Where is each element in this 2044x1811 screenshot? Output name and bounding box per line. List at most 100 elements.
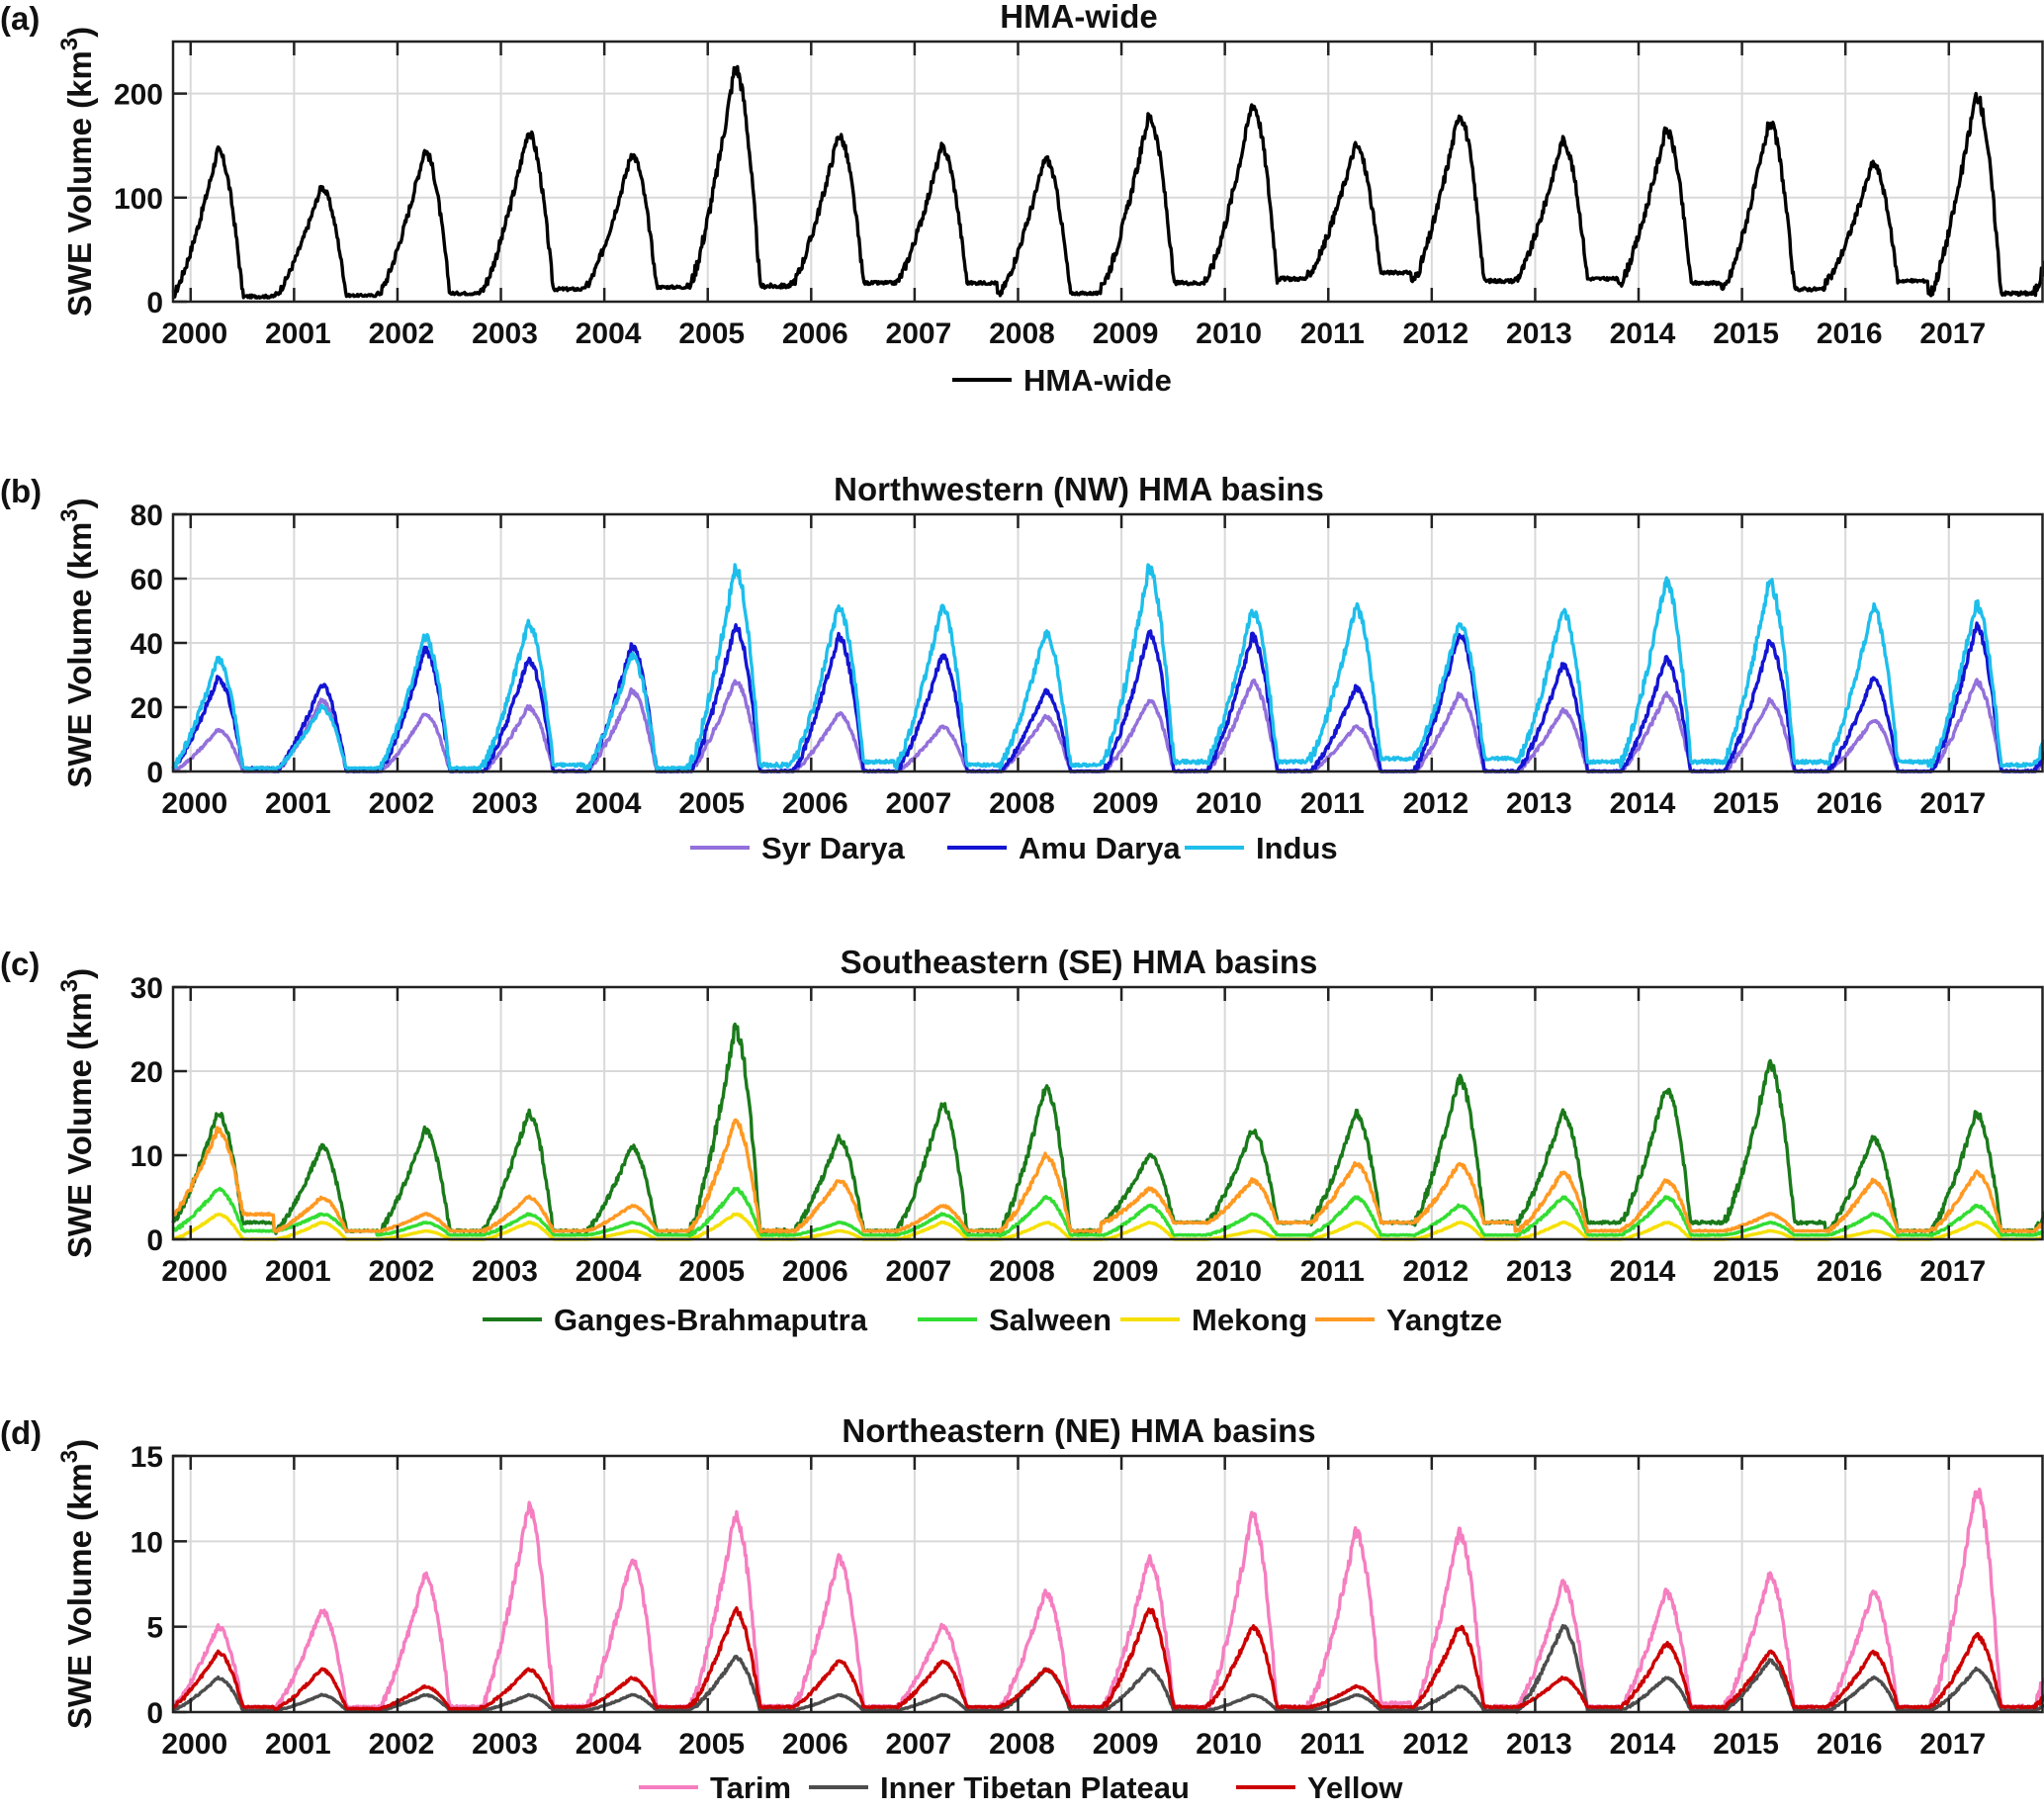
x-tick-label: 2008 xyxy=(989,317,1055,350)
series-line-indus xyxy=(172,563,2044,772)
y-tick-label: 10 xyxy=(131,1526,163,1559)
x-tick-label: 2017 xyxy=(1919,787,1986,820)
x-tick-label: 2007 xyxy=(886,317,952,350)
x-tick-label: 2015 xyxy=(1713,317,1779,350)
y-tick-label: 5 xyxy=(146,1612,163,1645)
x-tick-label: 2004 xyxy=(576,317,642,350)
x-tick-label: 2009 xyxy=(1093,1728,1159,1761)
x-tick-label: 2008 xyxy=(989,1728,1055,1761)
legend-label: Ganges-Brahmaputra xyxy=(554,1303,868,1337)
y-tick-label: 0 xyxy=(146,287,163,319)
chart-panel-2: 0 20 40 60 80 2000 2001 2002 2003 2004 2005 2006 200… xyxy=(0,471,2044,865)
x-tick-label: 2012 xyxy=(1402,1255,1468,1288)
x-tick-label: 2011 xyxy=(1300,787,1365,820)
x-tick-label: 2007 xyxy=(886,787,952,820)
panel-title: Northwestern (NW) HMA basins xyxy=(834,471,1324,507)
x-tick-label: 2016 xyxy=(1817,1728,1883,1761)
x-tick-label: 2012 xyxy=(1402,787,1468,820)
series-line-tarim xyxy=(171,1488,2044,1713)
y-tick-label: 30 xyxy=(131,972,163,1005)
x-tick-label: 2006 xyxy=(782,317,848,350)
y-tick-label: 0 xyxy=(146,757,163,789)
y-tick-label: 0 xyxy=(146,1697,163,1730)
x-tick-label: 2004 xyxy=(576,1728,642,1761)
x-tick-label: 2005 xyxy=(678,1728,745,1761)
x-tick-label: 2000 xyxy=(161,1255,227,1288)
x-tick-label: 2003 xyxy=(472,317,538,350)
panel-label: (b) xyxy=(0,473,42,509)
x-tick-label: 2003 xyxy=(472,787,538,820)
x-tick-label: 2007 xyxy=(886,1255,952,1288)
x-tick-label: 2011 xyxy=(1300,317,1365,350)
x-tick-label: 2010 xyxy=(1196,317,1262,350)
legend-label: Amu Darya xyxy=(1019,831,1181,865)
series-line-yangtze xyxy=(171,1118,2044,1234)
x-tick-label: 2013 xyxy=(1506,1255,1572,1288)
x-tick-label: 2010 xyxy=(1196,1728,1262,1761)
x-tick-label: 2004 xyxy=(576,1255,642,1288)
y-axis-label: SWE Volume (km3) xyxy=(56,1439,98,1729)
x-tick-label: 2008 xyxy=(989,1255,1055,1288)
x-tick-label: 2001 xyxy=(265,1255,331,1288)
x-tick-label: 2015 xyxy=(1713,787,1779,820)
axes-box xyxy=(171,40,2044,304)
x-tick-label: 2005 xyxy=(678,317,745,350)
legend-label: Salween xyxy=(989,1303,1111,1337)
x-tick-label: 2015 xyxy=(1713,1728,1779,1761)
x-tick-label: 2016 xyxy=(1817,787,1883,820)
y-tick-label: 60 xyxy=(131,564,163,596)
y-tick-label: 20 xyxy=(131,1056,163,1089)
y-axis-label: SWE Volume (km3) xyxy=(56,498,98,787)
panel-title: Southeastern (SE) HMA basins xyxy=(841,944,1318,980)
x-tick-label: 2013 xyxy=(1506,317,1572,350)
x-tick-label: 2009 xyxy=(1093,1255,1159,1288)
legend-label: Tarim xyxy=(710,1770,791,1805)
legend-label: Syr Darya xyxy=(761,831,906,865)
x-tick-label: 2002 xyxy=(369,1255,435,1288)
y-tick-label: 80 xyxy=(131,499,163,532)
x-tick-label: 2008 xyxy=(989,787,1055,820)
series-line-ganges-brahmaputra xyxy=(171,1022,2044,1238)
x-tick-label: 2017 xyxy=(1919,1728,1986,1761)
x-tick-label: 2005 xyxy=(678,787,745,820)
x-tick-label: 2009 xyxy=(1093,317,1159,350)
x-tick-label: 2017 xyxy=(1919,1255,1986,1288)
chart-panel-1: 0 100 200 2000 2001 2002 2003 2004 2005 2006 2007 2… xyxy=(0,0,2044,398)
panel-label: (a) xyxy=(0,0,40,37)
x-tick-label: 2000 xyxy=(161,787,227,820)
x-tick-label: 2011 xyxy=(1300,1255,1365,1288)
y-tick-label: 20 xyxy=(131,692,163,725)
x-tick-label: 2014 xyxy=(1610,1728,1676,1761)
y-tick-label: 200 xyxy=(114,79,163,112)
x-tick-label: 2001 xyxy=(265,787,331,820)
legend-label: HMA-wide xyxy=(1023,363,1172,398)
x-tick-label: 2014 xyxy=(1610,1255,1676,1288)
x-tick-label: 2013 xyxy=(1506,1728,1572,1761)
x-tick-label: 2003 xyxy=(472,1728,538,1761)
legend-label: Mekong xyxy=(1192,1303,1307,1337)
x-tick-label: 2013 xyxy=(1506,787,1572,820)
x-tick-label: 2014 xyxy=(1610,317,1676,350)
legend-label: Indus xyxy=(1256,831,1338,865)
y-axis-label: SWE Volume (km3) xyxy=(56,968,98,1258)
x-tick-label: 2010 xyxy=(1196,1255,1262,1288)
x-tick-label: 2017 xyxy=(1919,317,1986,350)
x-tick-label: 2004 xyxy=(576,787,642,820)
x-tick-label: 2010 xyxy=(1196,787,1262,820)
panel-title: HMA-wide xyxy=(1000,0,1158,35)
series-line-salween xyxy=(172,1186,2044,1238)
series-line-hma-wide xyxy=(171,64,2044,300)
x-tick-label: 2016 xyxy=(1817,1255,1883,1288)
panel-label: (c) xyxy=(0,946,40,982)
x-tick-label: 2007 xyxy=(886,1728,952,1761)
chart-panel-4: 0 5 10 15 2000 2001 2002 2003 2004 2005 2006 2007 20… xyxy=(0,1412,2044,1805)
x-tick-label: 2012 xyxy=(1402,1728,1468,1761)
x-tick-label: 2006 xyxy=(782,787,848,820)
panel-title: Northeastern (NE) HMA basins xyxy=(842,1412,1315,1449)
panel-label: (d) xyxy=(0,1414,42,1451)
x-tick-label: 2003 xyxy=(472,1255,538,1288)
x-tick-label: 2011 xyxy=(1300,1728,1365,1761)
chart-panel-3: 0 10 20 30 2000 2001 2002 2003 2004 2005 2006 2007 2… xyxy=(0,944,2044,1337)
legend-label: Yangtze xyxy=(1386,1303,1502,1337)
